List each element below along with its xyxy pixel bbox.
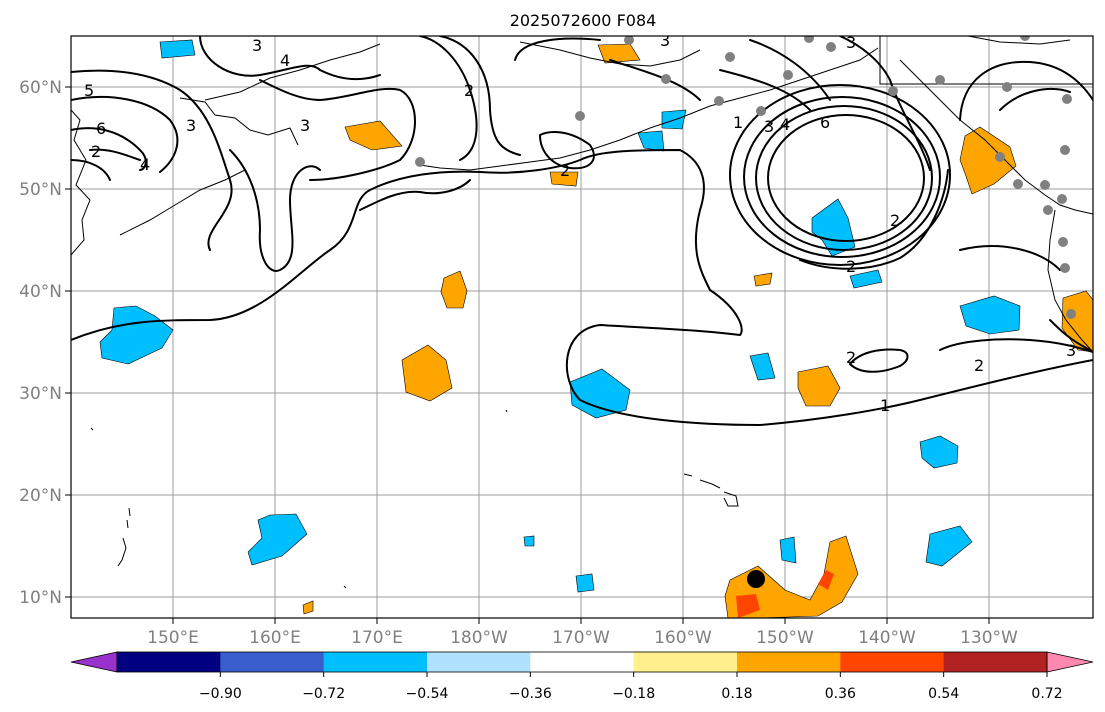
colorbar-segment: [220, 652, 325, 672]
lon-label: 160°W: [654, 628, 712, 648]
lon-label: 170°E: [351, 628, 403, 648]
svg-text:1: 1: [880, 396, 890, 415]
latitude-axis: 60°N 50°N 40°N 30°N 20°N 10°N: [19, 78, 71, 608]
colorbar-segment: [427, 652, 531, 672]
svg-text:2: 2: [974, 356, 984, 375]
lon-label: 170°W: [552, 628, 610, 648]
lon-label: 150°W: [756, 628, 814, 648]
lat-label: 20°N: [19, 486, 62, 506]
colorbar-segment: [633, 652, 738, 672]
longitude-axis: 150°E 160°E 170°E 180°W 170°W 160°W 150°…: [147, 618, 1018, 648]
svg-text:6: 6: [96, 119, 106, 138]
svg-text:3: 3: [764, 117, 774, 136]
colorbar-segment: [737, 652, 841, 672]
svg-text:3: 3: [846, 33, 856, 52]
lon-label: 160°E: [249, 628, 301, 648]
svg-text:3: 3: [660, 31, 670, 50]
svg-text:2: 2: [560, 161, 570, 180]
lon-label: 140°W: [858, 628, 916, 648]
height-contours: [71, 36, 1093, 426]
colorbar-tick-label: 0.36: [825, 686, 856, 702]
colorbar-tick-label: −0.72: [302, 686, 345, 702]
svg-text:1: 1: [733, 113, 743, 132]
colorbar-frame: [116, 651, 1048, 673]
svg-text:2: 2: [91, 142, 101, 161]
colorbar-extend-max: [1046, 651, 1094, 673]
svg-text:2: 2: [890, 211, 900, 230]
storm-center-marker: [747, 570, 765, 588]
lon-label: 180°W: [450, 628, 508, 648]
lon-label: 150°E: [147, 628, 199, 648]
colorbar-tick-label: −0.36: [509, 686, 552, 702]
colorbar-segment: [117, 652, 221, 672]
colorbar-segment: [323, 652, 428, 672]
colorbar-tick-label: 0.18: [721, 686, 752, 702]
svg-text:6: 6: [820, 113, 830, 132]
station-markers: [415, 36, 1076, 319]
svg-text:2: 2: [464, 81, 474, 100]
svg-text:2: 2: [846, 348, 856, 367]
colorbar-tick-label: 0.72: [1031, 686, 1062, 702]
svg-text:4: 4: [140, 155, 150, 174]
svg-text:3: 3: [186, 116, 196, 135]
lat-label: 30°N: [19, 384, 62, 404]
svg-text:3: 3: [300, 116, 310, 135]
svg-text:4: 4: [280, 51, 290, 70]
colorbar-tick-label: −0.18: [612, 686, 655, 702]
svg-text:3: 3: [1066, 341, 1076, 360]
colorbar-segment: [840, 652, 945, 672]
colorbar: −0.90 −0.72 −0.54 −0.36 −0.18 0.18 0.36 0.54 0.7…: [70, 651, 1094, 702]
contour-labels: 3 4 5 6 2 3 4 3 2 2 1 3 4 6 3 2 2 2 2 1 …: [84, 31, 1076, 415]
map-background: [71, 36, 1093, 618]
colorbar-ticks: −0.90 −0.72 −0.54 −0.36 −0.18 0.18 0.36 0.54 0.7…: [199, 672, 1063, 702]
lat-label: 60°N: [19, 78, 62, 98]
colorbar-tick-label: −0.90: [199, 686, 242, 702]
colorbar-extend-min: [70, 651, 118, 673]
svg-text:3: 3: [252, 36, 262, 55]
colorbar-segment: [530, 652, 635, 672]
graticule: [71, 36, 1093, 618]
svg-text:2: 2: [846, 257, 856, 276]
lat-label: 10°N: [19, 588, 62, 608]
colorbar-segment: [943, 652, 1048, 672]
colorbar-segments: [117, 652, 1048, 672]
map-title: 2025072600 F084: [510, 11, 657, 30]
svg-text:5: 5: [84, 81, 94, 100]
lat-label: 50°N: [19, 180, 62, 200]
map-frame: [70, 35, 1094, 619]
lon-label: 130°W: [960, 628, 1018, 648]
colorbar-tick-label: −0.54: [406, 686, 449, 702]
lat-label: 40°N: [19, 282, 62, 302]
colorbar-tick-label: 0.54: [928, 686, 959, 702]
svg-text:4: 4: [780, 115, 790, 134]
map-content: 3 4 5 6 2 3 4 3 2 2 1 3 4 6 3 2 2 2 2 1 …: [71, 31, 1093, 618]
